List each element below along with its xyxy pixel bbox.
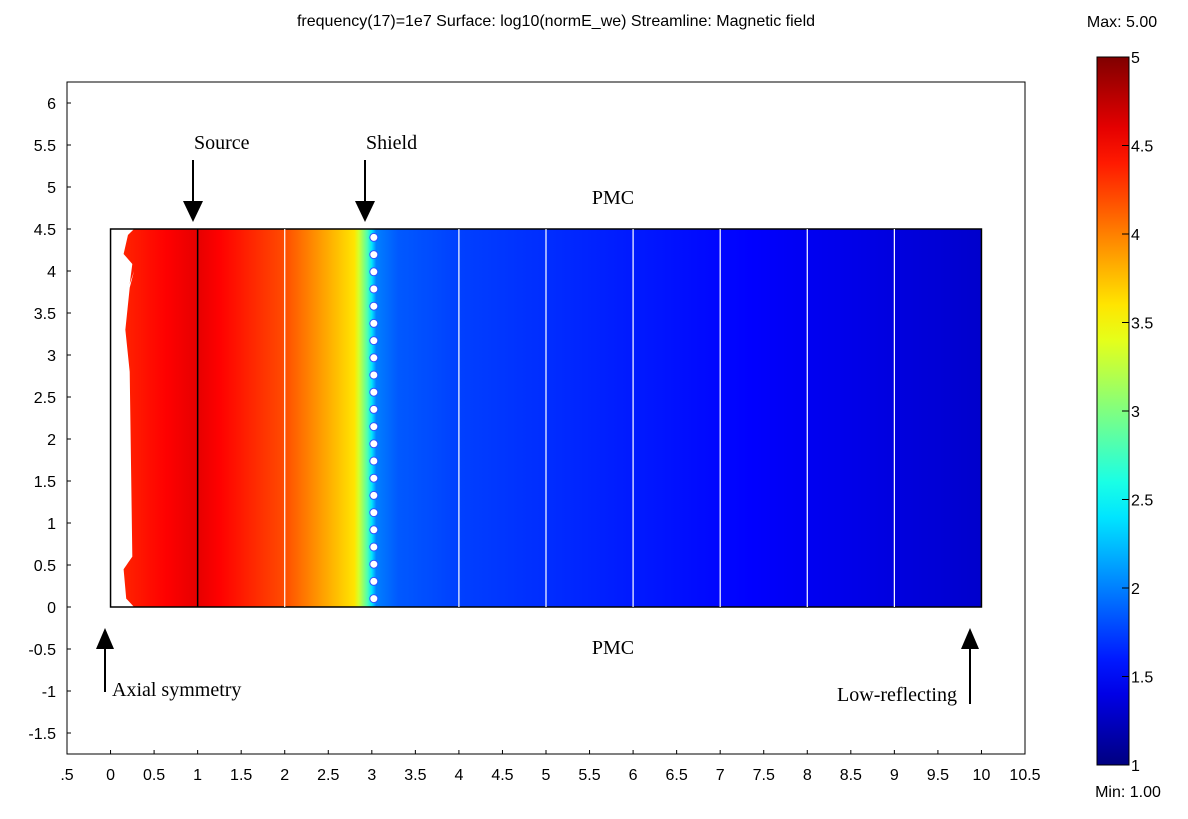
x-tick-label: 6.5 xyxy=(666,767,688,784)
shield-marker xyxy=(369,439,379,449)
x-tick-label: 5 xyxy=(542,767,551,784)
x-tick-label: 10.5 xyxy=(1009,767,1040,784)
y-tick-label: 2.5 xyxy=(34,390,56,407)
annotation-pmc-bottom: PMC xyxy=(592,637,634,659)
x-tick-label: 7.5 xyxy=(753,767,775,784)
colorbar-max-label: Max: 5.00 xyxy=(1087,14,1157,31)
x-tick-label: 7 xyxy=(716,767,725,784)
x-tick-label: 3 xyxy=(367,767,376,784)
shield-marker xyxy=(369,576,379,586)
shield-marker xyxy=(369,490,379,500)
shield-marker xyxy=(369,508,379,518)
low-reflecting-arrow-head xyxy=(961,628,979,649)
y-tick-label: 5 xyxy=(47,180,56,197)
source-arrow-head xyxy=(183,201,203,222)
shield-marker xyxy=(369,370,379,380)
x-tick-label: 4.5 xyxy=(491,767,513,784)
annotation-axial-symmetry: Axial symmetry xyxy=(112,679,241,701)
y-tick-label: 4.5 xyxy=(34,222,56,239)
x-tick-label: 8.5 xyxy=(840,767,862,784)
x-tick-label: 9 xyxy=(890,767,899,784)
shield-marker xyxy=(369,542,379,552)
colorbar-tick-label: 1 xyxy=(1131,758,1140,775)
shield-arrow-head xyxy=(355,201,375,222)
colorbar-min-label: Min: 1.00 xyxy=(1095,784,1161,801)
shield-marker xyxy=(369,473,379,483)
shield-marker xyxy=(369,525,379,535)
colorbar-tick-label: 1.5 xyxy=(1131,670,1153,687)
shield-marker xyxy=(369,318,379,328)
shield-marker xyxy=(369,301,379,311)
shield-marker xyxy=(369,404,379,414)
chart-title: frequency(17)=1e7 Surface: log10(normE_w… xyxy=(297,13,815,30)
x-tick-label: 5.5 xyxy=(578,767,600,784)
x-tick-label: 2 xyxy=(280,767,289,784)
shield-marker xyxy=(369,284,379,294)
x-tick-label: 0 xyxy=(106,767,115,784)
y-tick-label: -0.5 xyxy=(28,642,56,659)
colorbar-tick-label: 4.5 xyxy=(1131,139,1153,156)
y-tick-label: 1 xyxy=(47,516,56,533)
shield-marker xyxy=(369,336,379,346)
y-tick-label: 0 xyxy=(47,600,56,617)
shield-marker xyxy=(369,387,379,397)
axial-arrow-head xyxy=(96,628,114,649)
colorbar-tick-label: 5 xyxy=(1131,50,1140,67)
axis-white-region xyxy=(110,229,135,607)
y-tick-label: 3.5 xyxy=(34,306,56,323)
colorbar-tick-label: 2 xyxy=(1131,581,1140,598)
colorbar-tick-label: 4 xyxy=(1131,227,1140,244)
y-tick-label: -1.5 xyxy=(28,726,56,743)
x-tick-label: 3.5 xyxy=(404,767,426,784)
shield-marker xyxy=(369,250,379,260)
x-tick-label: 9.5 xyxy=(927,767,949,784)
colorbar-ticks: 5 4.5 4 3.5 3 2.5 2 1.5 1 xyxy=(1122,50,1153,775)
y-axis-ticks: 6 5.5 5 4.5 4 3.5 3 2.5 2 1.5 1 0.5 0 -0.5 -1 -1.5 xyxy=(28,96,71,743)
shield-marker xyxy=(369,353,379,363)
x-tick-label: 0.5 xyxy=(143,767,165,784)
x-tick-label: 8 xyxy=(803,767,812,784)
colorbar-tick-label: 3 xyxy=(1131,404,1140,421)
x-tick-label: 1.5 xyxy=(230,767,252,784)
x-tick-label: 2.5 xyxy=(317,767,339,784)
colorbar-tick-label: 3.5 xyxy=(1131,316,1153,333)
y-tick-label: 0.5 xyxy=(34,558,56,575)
annotation-pmc-top: PMC xyxy=(592,187,634,209)
y-tick-label: 1.5 xyxy=(34,474,56,491)
x-tick-label: 6 xyxy=(629,767,638,784)
y-tick-label: 6 xyxy=(47,96,56,113)
annotation-source: Source xyxy=(194,132,250,154)
x-axis-ticks: .5 0 0.5 1 1.5 2 2.5 3 3.5 4 4.5 5 5.5 6 6.5 7 7.5 8 8.5 9 9… xyxy=(60,750,1041,784)
colorbar: Max: 5.00 5 4.5 4 3.5 3 2.5 2 1.5 1 Min: 1.00 xyxy=(1087,14,1161,801)
x-tick-label: 10 xyxy=(973,767,991,784)
x-tick-label: 4 xyxy=(454,767,463,784)
shield-markers xyxy=(369,232,379,604)
shield-marker xyxy=(369,559,379,569)
y-tick-label: 3 xyxy=(47,348,56,365)
y-tick-label: 4 xyxy=(47,264,56,281)
annotations: Source Shield PMC PMC Axial symmetry Low… xyxy=(96,132,979,706)
shield-marker xyxy=(369,594,379,604)
x-tick-label: 1 xyxy=(193,767,202,784)
shield-marker xyxy=(369,232,379,242)
annotation-low-reflecting: Low-reflecting xyxy=(837,684,957,706)
x-tick-label: .5 xyxy=(60,767,73,784)
colorbar-tick-label: 2.5 xyxy=(1131,493,1153,510)
shield-marker xyxy=(369,267,379,277)
shield-marker xyxy=(369,422,379,432)
y-tick-label: 5.5 xyxy=(34,138,56,155)
y-tick-label: 2 xyxy=(47,432,56,449)
y-tick-label: -1 xyxy=(42,684,56,701)
streamlines xyxy=(196,229,895,607)
annotation-shield: Shield xyxy=(366,132,417,154)
shield-marker xyxy=(369,456,379,466)
